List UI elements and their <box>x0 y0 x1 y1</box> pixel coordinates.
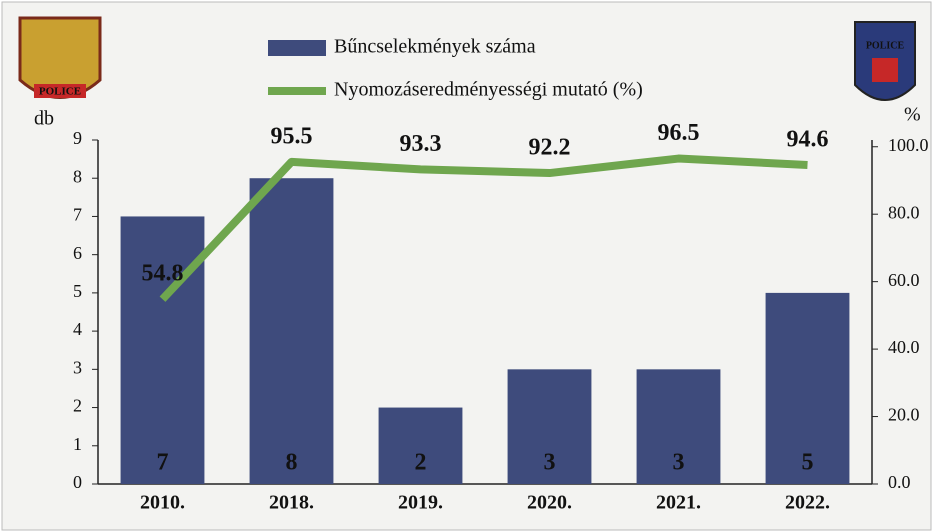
bar-value-label: 7 <box>157 450 169 476</box>
y-tick-label: 6 <box>73 243 82 263</box>
x-tick-label: 2010. <box>140 492 185 514</box>
chart: POLICE POLICE db % 0 1 2 3 4 5 6 7 8 9 0.0 20.0 40.0… <box>0 0 933 532</box>
line-value-label: 92.2 <box>529 135 571 161</box>
right-logo: POLICE <box>855 22 915 100</box>
y2-tick-label: 60.0 <box>888 270 920 290</box>
y-tick-label: 2 <box>73 396 82 416</box>
logo-text: POLICE <box>866 40 905 51</box>
x-tick-label: 2022. <box>785 492 830 514</box>
y-tick-label: 1 <box>73 434 82 454</box>
line-value-label: 95.5 <box>271 123 313 149</box>
y2-tick-label: 40.0 <box>888 337 920 357</box>
line-value-label: 93.3 <box>400 131 442 157</box>
bar-value-label: 5 <box>802 450 814 476</box>
y-tick-label: 5 <box>73 281 82 301</box>
y-tick-label: 8 <box>73 166 82 186</box>
bar-value-label: 8 <box>286 450 298 476</box>
y2-tick-label: 0.0 <box>888 472 911 492</box>
bar-value-label: 2 <box>415 450 427 476</box>
legend-swatch <box>268 40 326 56</box>
y-tick-label: 9 <box>73 128 82 148</box>
bar-value-label: 3 <box>544 450 556 476</box>
left-logo: POLICE <box>20 18 100 98</box>
line-value-label: 94.6 <box>787 126 829 152</box>
bar <box>250 178 334 484</box>
y-axis-label: db <box>34 108 54 130</box>
y2-tick-label: 80.0 <box>888 202 920 222</box>
y2-axis-label: % <box>904 104 921 126</box>
x-tick-label: 2021. <box>656 492 701 514</box>
bar <box>121 216 205 484</box>
y-tick-label: 0 <box>73 472 82 492</box>
line-value-label: 96.5 <box>658 120 700 146</box>
legend-label: Bűncselekmények száma <box>334 36 536 58</box>
x-tick-label: 2019. <box>398 492 443 514</box>
y2-tick-label: 100.0 <box>888 135 929 155</box>
y-tick-label: 7 <box>73 205 82 225</box>
x-tick-label: 2020. <box>527 492 572 514</box>
logo-text: POLICE <box>39 86 81 98</box>
x-tick-label: 2018. <box>269 492 314 514</box>
bar-value-label: 3 <box>673 450 685 476</box>
y-tick-label: 3 <box>73 357 82 377</box>
y-tick-label: 4 <box>73 319 82 339</box>
line-value-label: 54.8 <box>142 261 184 287</box>
legend-label: Nyomozáseredményességi mutató (%) <box>334 79 643 101</box>
y2-tick-label: 20.0 <box>888 405 920 425</box>
